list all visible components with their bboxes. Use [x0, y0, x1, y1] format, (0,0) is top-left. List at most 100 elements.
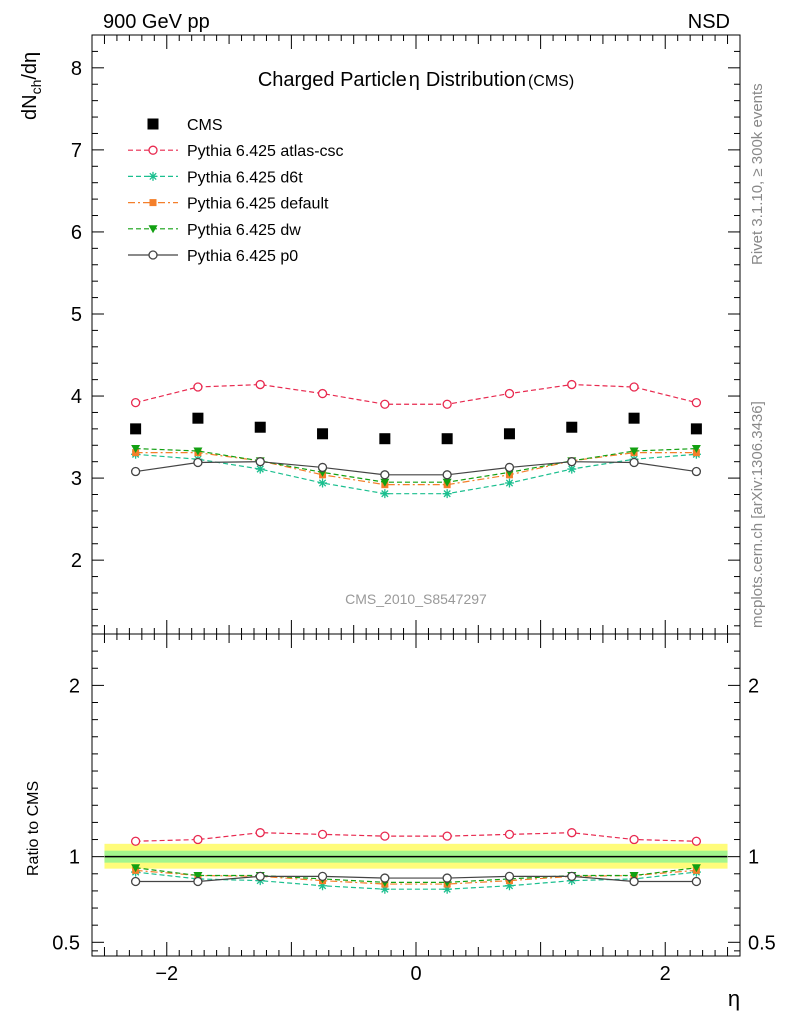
data-point-d6t — [442, 489, 452, 499]
data-point-d6t — [255, 464, 265, 474]
main-axis-ticks: 2 3 4 5 6 7 8 — [71, 34, 740, 634]
rivet-label-group: Rivet 3.1.10, ≥ 300k events — [749, 83, 766, 265]
ratio-point-dw — [691, 864, 701, 873]
ratio-point-atlas — [567, 828, 577, 838]
ratio-point-atlas — [380, 831, 390, 841]
ratio-xtick-label: 0 — [410, 963, 421, 985]
watermark: CMS_2010_S8547297 — [345, 591, 487, 607]
data-point-atlas — [567, 379, 577, 390]
main-ylabel-text: dN — [19, 94, 41, 120]
main-ylabel: dNch/dη — [19, 52, 44, 120]
main-ylabel-sub: ch — [28, 80, 44, 95]
main-ytick-label: 4 — [71, 386, 82, 408]
data-point-d6t — [504, 478, 514, 488]
ratio-point-atlas — [255, 828, 265, 838]
data-point-p0 — [255, 457, 265, 467]
legend-marker-cms — [147, 118, 159, 130]
data-point-p0 — [504, 462, 515, 473]
ratio-axis-ticks: 0.5 0.5 1 1 2 2 −2 0 2 — [52, 633, 776, 985]
ratio-xlabel: η — [728, 986, 740, 1011]
ratio-ylabel: Ratio to CMS — [25, 781, 42, 876]
data-point-cms — [503, 428, 515, 440]
main-title: Charged Particle η Distribution (CMS) — [258, 69, 574, 91]
legend-marker-d6t — [148, 171, 158, 181]
legend-marker-p0 — [148, 250, 158, 260]
data-point-p0 — [193, 457, 203, 468]
main-ytick-label: 7 — [71, 140, 82, 162]
ratio-ytick-label-right: 1 — [748, 847, 759, 869]
ratio-line-dw — [135, 867, 697, 883]
ratio-ytick-label-right: 2 — [748, 675, 759, 697]
ratio-ylabel-group: Ratio to CMS — [25, 781, 42, 876]
main-plot: 2 3 4 5 6 7 8 Charged Particle η Distribution (CM… — [19, 34, 741, 635]
legend-label-p0: Pythia 6.425 p0 — [187, 248, 298, 265]
legend-label-atlas: Pythia 6.425 atlas-csc — [187, 143, 344, 160]
data-point-d6t — [380, 489, 390, 499]
ratio-point-p0 — [193, 876, 203, 887]
series-line-dw — [135, 447, 697, 483]
main-ytick-label: 2 — [71, 550, 82, 572]
data-point-cms — [566, 421, 578, 433]
data-point-atlas — [380, 399, 390, 409]
data-point-atlas — [193, 382, 203, 392]
main-ytick-label: 5 — [71, 304, 82, 326]
ratio-point-atlas — [130, 836, 141, 846]
ratio-point-atlas — [504, 829, 515, 840]
series-line-default — [135, 452, 697, 486]
ratio-point-p0 — [504, 871, 515, 882]
ratio-point-atlas — [193, 834, 203, 845]
ratio-series-group — [104, 828, 728, 894]
ratio-point-d6t — [442, 884, 452, 894]
data-point-p0 — [442, 470, 452, 480]
ratio-xtick-label: −2 — [155, 963, 178, 985]
main-ytick-label: 8 — [71, 58, 82, 80]
data-point-cms — [192, 412, 204, 424]
main-series-group — [130, 379, 702, 499]
legend-label-dw: Pythia 6.425 dw — [187, 222, 301, 239]
header-right: NSD — [688, 11, 730, 33]
ratio-ytick-label-left: 2 — [69, 675, 80, 697]
ratio-point-d6t — [504, 881, 514, 891]
legend-marker-atlas — [148, 145, 158, 155]
data-point-d6t — [318, 478, 328, 488]
data-point-p0 — [567, 457, 577, 467]
data-point-dw — [131, 445, 141, 454]
ratio-point-p0 — [691, 876, 702, 887]
ratio-point-d6t — [318, 881, 328, 891]
main-ytick-label: 6 — [71, 222, 82, 244]
data-point-p0 — [629, 457, 639, 468]
ratio-point-d6t — [380, 884, 390, 894]
ratio-point-p0 — [380, 873, 390, 883]
series-line-atlas — [135, 383, 697, 405]
data-point-cms — [690, 423, 702, 435]
ratio-plot: 0.5 0.5 1 1 2 2 −2 0 2 Ratio to CMS η — [25, 633, 776, 1011]
ratio-point-atlas — [629, 834, 639, 845]
mcplots-label: mcplots.cern.ch [arXiv:1306.3436] — [749, 401, 766, 628]
ratio-xtick-label: 2 — [660, 963, 671, 985]
main-title-rest: Distribution — [426, 69, 526, 91]
header-left: 900 GeV pp — [103, 11, 210, 33]
data-point-dw — [691, 445, 701, 454]
rivet-label: Rivet 3.1.10, ≥ 300k events — [749, 83, 766, 265]
mcplots-label-group: mcplots.cern.ch [arXiv:1306.3436] — [749, 401, 766, 628]
data-point-p0 — [691, 466, 702, 477]
data-point-atlas — [629, 382, 639, 392]
legend-label-d6t: Pythia 6.425 d6t — [187, 169, 303, 186]
ratio-line-d6t — [135, 871, 697, 890]
main-title-text: Charged Particle — [258, 69, 407, 91]
ratio-point-atlas — [442, 831, 452, 841]
ratio-point-dw — [629, 872, 639, 880]
series-line-d6t — [135, 453, 697, 495]
ratio-frame — [91, 633, 741, 957]
ratio-line-p0 — [135, 875, 697, 883]
ratio-point-dw — [131, 864, 141, 873]
data-point-p0 — [380, 470, 390, 480]
main-ytick-label: 3 — [71, 468, 82, 490]
ratio-point-atlas — [691, 836, 702, 846]
data-point-dw — [193, 447, 203, 456]
legend-marker-dw — [148, 225, 158, 234]
data-point-dw — [442, 478, 452, 487]
ratio-point-dw — [193, 872, 203, 880]
data-point-dw — [380, 478, 390, 487]
